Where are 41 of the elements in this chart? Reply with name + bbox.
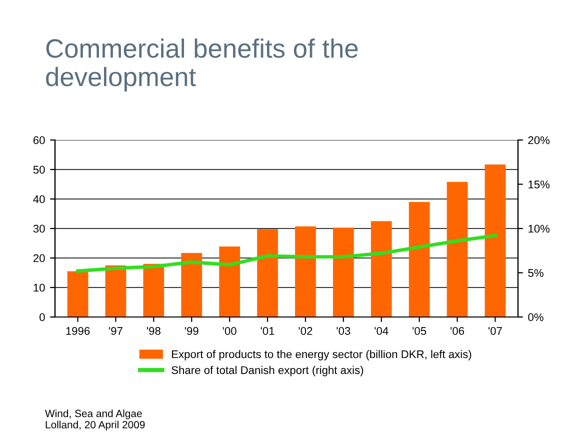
x-tick-label: '06: [450, 327, 464, 335]
y-tick-label: 60: [33, 136, 45, 144]
y-tick-label: 30: [33, 224, 45, 233]
x-tick-label: '03: [336, 327, 350, 335]
x-tick-label: '99: [184, 327, 198, 335]
y-tick-label: 0: [40, 313, 45, 322]
x-tick-label: '05: [412, 327, 426, 335]
legend-label: Export of products to the energy sector (billion DKR, left axis): [172, 350, 472, 360]
bar: [105, 265, 126, 317]
bar: [332, 228, 354, 317]
bar: [408, 202, 430, 317]
bar: [370, 221, 392, 317]
y2-tick-label: 10%: [528, 224, 550, 233]
x-tick-label: '97: [109, 327, 122, 335]
y-tick-label: 10: [34, 284, 45, 292]
x-tick-label: '07: [488, 327, 502, 335]
chart-title: Commercial benefits of the development: [46, 38, 358, 92]
x-tick-label: 1996: [66, 327, 90, 335]
text: Wind, Sea and Algae Lolland, 20 April 2009: [45, 410, 145, 430]
bar: [219, 246, 240, 317]
bar: [484, 164, 506, 317]
y2-tick-label: 15%: [528, 180, 550, 188]
bar: [67, 271, 88, 317]
x-tick-label: '00: [222, 327, 236, 335]
x-tick-label: '02: [298, 327, 312, 335]
bar: [257, 229, 278, 317]
bar: [143, 264, 164, 317]
y2-tick-label: 5%: [528, 269, 544, 277]
y2-tick-label: 20%: [528, 136, 550, 144]
y-tick-label: 50: [33, 166, 45, 174]
legend-label: Share of total Danish export (right axis): [172, 366, 364, 376]
y-tick-label: 20: [33, 254, 45, 262]
bar: [446, 182, 468, 317]
line-series: [76, 234, 497, 273]
bar: [181, 252, 202, 317]
y2-tick-label: 0%: [528, 313, 544, 322]
y-tick-label: 40: [33, 195, 45, 204]
bar: [295, 226, 316, 317]
x-tick-label: '98: [146, 327, 160, 335]
x-tick-label: '01: [260, 327, 274, 335]
x-tick-label: '04: [374, 327, 388, 335]
